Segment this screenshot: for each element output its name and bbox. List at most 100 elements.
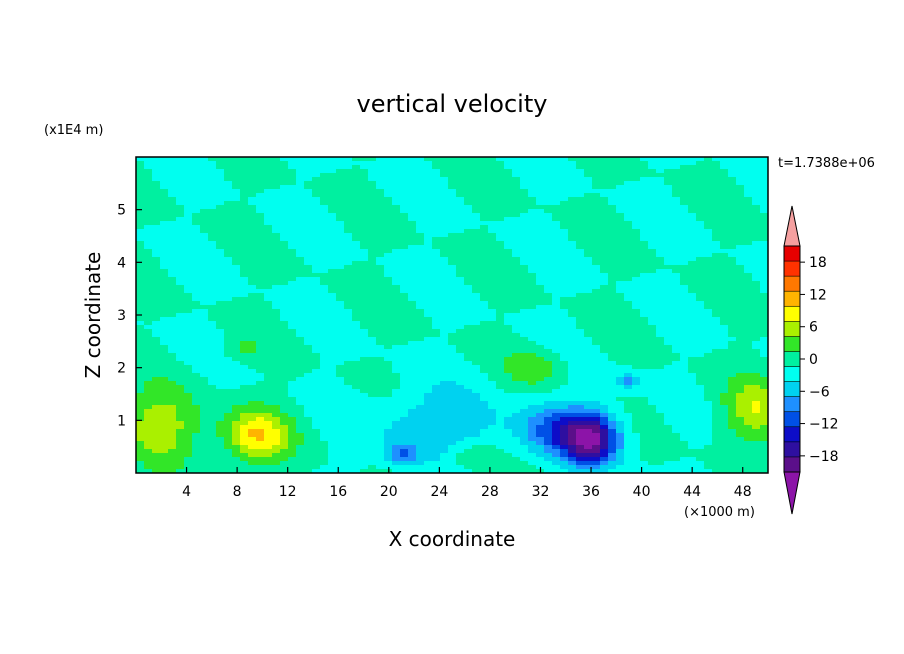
contour-cell: [496, 261, 505, 266]
contour-cell: [240, 277, 249, 282]
contour-cell: [480, 165, 489, 170]
contour-cell: [384, 257, 393, 262]
contour-cell: [256, 337, 265, 342]
contour-cell: [624, 341, 633, 346]
contour-cell: [192, 405, 201, 410]
contour-cell: [288, 157, 297, 162]
contour-cell: [528, 289, 537, 294]
contour-cell: [344, 169, 353, 174]
contour-cell: [280, 405, 289, 410]
contour-cell: [240, 313, 249, 318]
contour-cell: [600, 221, 609, 226]
contour-cell: [248, 289, 257, 294]
contour-cell: [272, 341, 281, 346]
contour-cell: [760, 249, 768, 254]
contour-cell: [416, 273, 425, 278]
contour-cell: [448, 205, 457, 210]
contour-cell: [744, 253, 753, 258]
contour-cell: [448, 393, 457, 398]
contour-cell: [400, 297, 409, 302]
contour-cell: [752, 365, 761, 370]
contour-cell: [440, 277, 449, 282]
contour-cell: [360, 309, 369, 314]
contour-cell: [496, 309, 505, 314]
contour-cell: [752, 165, 761, 170]
contour-cell: [160, 301, 169, 306]
contour-cell: [304, 381, 313, 386]
contour-cell: [264, 389, 273, 394]
contour-cell: [528, 321, 537, 326]
contour-cell: [672, 385, 681, 390]
contour-cell: [416, 301, 425, 306]
contour-cell: [592, 357, 601, 362]
contour-cell: [144, 173, 153, 178]
contour-cell: [200, 269, 209, 274]
contour-cell: [192, 373, 201, 378]
contour-cell: [680, 193, 689, 198]
contour-cell: [400, 333, 409, 338]
contour-cell: [568, 293, 577, 298]
contour-cell: [208, 177, 217, 182]
contour-cell: [600, 273, 609, 278]
contour-cell: [736, 389, 745, 394]
contour-cell: [264, 317, 273, 322]
contour-cell: [752, 369, 761, 374]
contour-cell: [696, 221, 705, 226]
contour-cell: [200, 273, 209, 278]
contour-cell: [320, 261, 329, 266]
contour-cell: [608, 201, 617, 206]
contour-cell: [208, 385, 217, 390]
contour-cell: [248, 405, 257, 410]
contour-cell: [736, 173, 745, 178]
contour-cell: [680, 361, 689, 366]
contour-cell: [704, 273, 713, 278]
contour-cell: [504, 161, 513, 166]
contour-cell: [336, 337, 345, 342]
contour-cell: [200, 165, 209, 170]
contour-cell: [576, 401, 585, 406]
contour-cell: [144, 213, 153, 218]
contour-cell: [296, 245, 305, 250]
contour-cell: [704, 329, 713, 334]
contour-cell: [608, 197, 617, 202]
contour-cell: [640, 385, 649, 390]
contour-cell: [536, 233, 545, 238]
contour-cell: [704, 225, 713, 230]
contour-cell: [576, 385, 585, 390]
contour-cell: [744, 193, 753, 198]
contour-cell: [584, 369, 593, 374]
contour-cell: [680, 293, 689, 298]
contour-cell: [560, 317, 569, 322]
contour-cell: [272, 165, 281, 170]
contour-cell: [232, 225, 241, 230]
contour-cell: [552, 165, 561, 170]
contour-cell: [672, 377, 681, 382]
contour-cell: [432, 377, 441, 382]
contour-cell: [640, 397, 649, 402]
contour-cell: [496, 277, 505, 282]
contour-cell: [744, 301, 753, 306]
contour-cell: [600, 201, 609, 206]
contour-cell: [496, 237, 505, 242]
contour-cell: [632, 369, 641, 374]
contour-cell: [248, 165, 257, 170]
contour-cell: [416, 253, 425, 258]
contour-cell: [584, 325, 593, 330]
contour-cell: [360, 293, 369, 298]
contour-cell: [248, 329, 257, 334]
contour-cell: [688, 229, 697, 234]
contour-cell: [320, 201, 329, 206]
contour-cell: [376, 401, 385, 406]
contour-cell: [168, 357, 177, 362]
contour-cell: [216, 233, 225, 238]
contour-cell: [224, 373, 233, 378]
contour-cell: [160, 281, 169, 286]
contour-cell: [336, 205, 345, 210]
contour-cell: [336, 385, 345, 390]
contour-cell: [232, 345, 241, 350]
contour-cell: [664, 297, 673, 302]
contour-cell: [496, 317, 505, 322]
contour-cell: [696, 229, 705, 234]
contour-cell: [528, 201, 537, 206]
